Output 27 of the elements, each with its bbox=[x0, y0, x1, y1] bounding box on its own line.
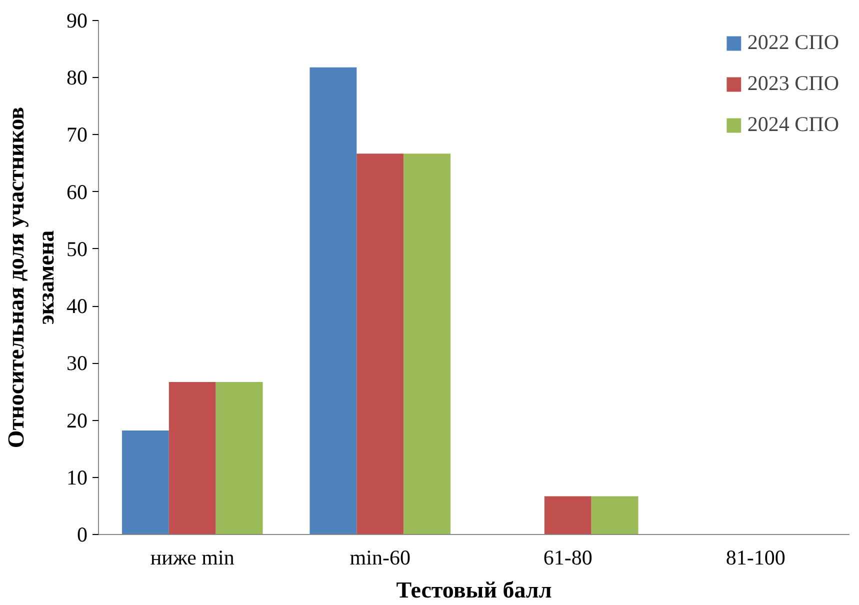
y-tick-label: 70 bbox=[66, 122, 88, 147]
y-tick-label: 80 bbox=[66, 66, 88, 90]
x-tick-label: 81-100 bbox=[726, 546, 786, 570]
bar bbox=[310, 67, 357, 534]
bar bbox=[404, 154, 451, 534]
legend-label: 2022 СПО bbox=[747, 30, 839, 55]
y-tick-label: 0 bbox=[77, 522, 88, 546]
legend-label: 2023 СПО bbox=[747, 71, 839, 96]
y-axis-title: Относительная доля участников экзамена bbox=[4, 106, 58, 448]
x-tick-label: 61-80 bbox=[543, 546, 592, 570]
y-tick-label: 60 bbox=[66, 180, 88, 204]
bar bbox=[216, 382, 263, 534]
y-tick-label: 90 bbox=[66, 8, 88, 32]
y-tick-label: 20 bbox=[66, 408, 88, 432]
legend-label: 2024 СПО bbox=[747, 112, 839, 137]
y-tick-label: 10 bbox=[66, 465, 88, 490]
y-tick-label: 50 bbox=[66, 236, 88, 261]
bar bbox=[122, 430, 169, 534]
x-tick-label: ниже min bbox=[150, 546, 235, 570]
x-axis-title: Тестовый балл bbox=[396, 578, 552, 602]
bar bbox=[168, 382, 216, 534]
bar bbox=[356, 154, 404, 534]
y-tick-label: 30 bbox=[66, 351, 88, 376]
y-tick-label: 40 bbox=[66, 294, 88, 318]
bar bbox=[544, 496, 592, 534]
bar bbox=[591, 496, 638, 534]
x-tick-label: min-60 bbox=[350, 546, 410, 570]
